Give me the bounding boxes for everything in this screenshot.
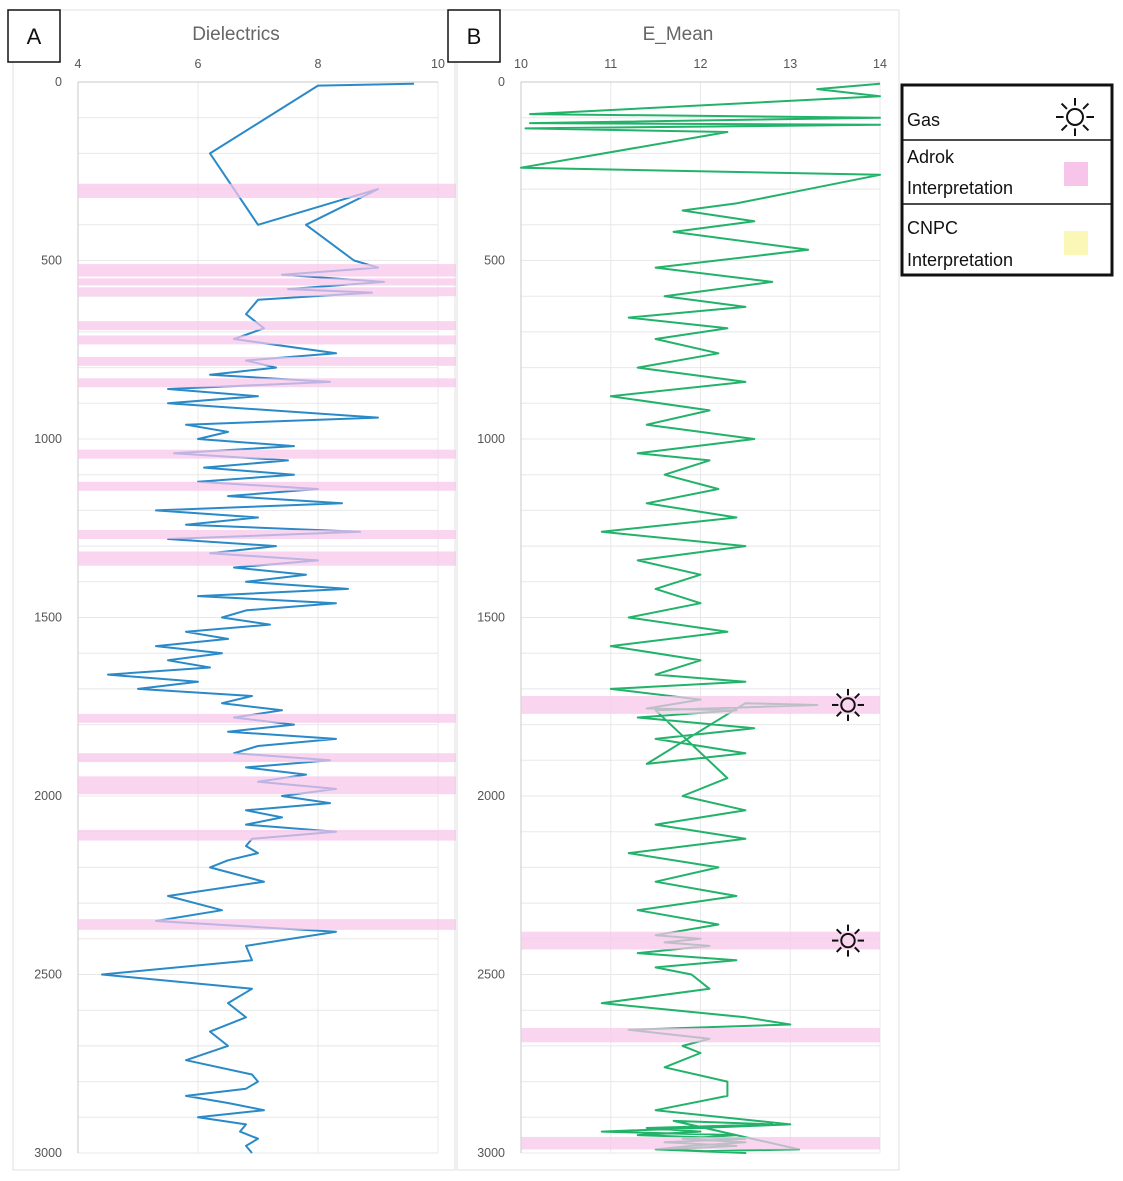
legend-cnpc-label: CNPC Interpretation — [907, 218, 1013, 270]
panel-b-y-tick-label: 2500 — [477, 968, 505, 982]
panel-a-x-tick-label: 6 — [195, 57, 202, 71]
panel-a-x-tick-label: 4 — [75, 57, 82, 71]
panel-b-adrok-band — [521, 931, 880, 950]
panel-a-adrok-band — [78, 449, 456, 459]
panel-b-y-tick-label: 1000 — [477, 432, 505, 446]
sun-ray — [835, 946, 842, 953]
panel-b-y-tick-label: 2000 — [477, 789, 505, 803]
sun-icon — [832, 924, 864, 957]
panel-b-adrok-band — [521, 1028, 880, 1043]
panel-b-title: E_Mean — [643, 24, 714, 45]
panel-b-x-tick-label: 11 — [604, 57, 617, 71]
sun-ray — [835, 711, 842, 717]
panel-a-title: Dielectrics — [192, 24, 280, 45]
legend-adrok-label: Adrok Interpretation — [907, 147, 1013, 198]
panel-b-x-tick-label: 14 — [873, 57, 887, 71]
panel-a-y-tick-label: 3000 — [34, 1146, 62, 1160]
panel-a-adrok-band — [78, 713, 456, 723]
legend-adrok-swatch — [1064, 162, 1088, 186]
panel-b-adrok-band — [521, 1136, 880, 1150]
panel-b-x-tick-label: 13 — [783, 57, 797, 71]
sun-ray — [1082, 124, 1090, 132]
panel-b-letter-box — [447, 9, 501, 63]
panel-b-y-tick-label: 500 — [484, 254, 505, 268]
sun-core — [840, 932, 856, 949]
svg-text:Interpretation: Interpretation — [907, 250, 1013, 270]
panel-a-adrok-band — [78, 551, 456, 566]
panel-a-x-tick-label: 8 — [315, 57, 322, 71]
panel-a-y-tick-label: 500 — [41, 254, 62, 268]
sun-core — [840, 697, 856, 713]
panel-a-letter: A — [27, 24, 42, 49]
panel-a-plot: 4 6 8 10 0 500 1000 1500 2000 2500 3000 — [34, 57, 456, 1160]
panel-b-x-tick-label: 10 — [514, 57, 528, 71]
panel-a-adrok-band — [78, 776, 456, 795]
panel-a-adrok-band — [78, 481, 456, 491]
svg-text:Interpretation: Interpretation — [907, 178, 1013, 198]
panel-b-y-tick-label: 1500 — [477, 611, 505, 625]
legend-gas-label: Gas — [907, 110, 940, 130]
svg-text:CNPC: CNPC — [907, 218, 958, 238]
panel-a-adrok-band — [78, 278, 456, 286]
panel-a-adrok-band — [78, 321, 456, 331]
sun-core — [1066, 108, 1084, 126]
svg-text:Adrok: Adrok — [907, 147, 955, 167]
panel-a-series-line — [101, 82, 415, 1154]
panel-a-adrok-band — [78, 183, 456, 199]
sun-ray — [835, 928, 842, 935]
sun-ray — [854, 928, 861, 935]
sun-icon — [832, 688, 864, 721]
sun-ray — [854, 711, 861, 717]
panel-b-plot: 10 11 12 13 14 0 500 1000 1500 2000 2500 3000 — [477, 57, 887, 1160]
panel-a-y-tick-label: 1500 — [34, 611, 62, 625]
panel-b-letter: B — [467, 24, 482, 49]
sun-ray — [854, 692, 861, 699]
panel-a-adrok-band — [78, 919, 456, 930]
sun-icon — [1056, 98, 1094, 136]
panel-a-adrok-band — [78, 753, 456, 763]
panel-a-y-tick-label: 2000 — [34, 789, 62, 803]
panel-a-frame — [12, 9, 456, 1171]
panel-a-adrok-band — [78, 335, 456, 345]
panel-a-x-tick-label: 10 — [431, 57, 445, 71]
sun-ray — [1060, 124, 1068, 132]
sun-icon — [1056, 98, 1094, 136]
legend: Gas Adrok Interpretation CNPC Interpreta… — [900, 83, 1114, 277]
panel-a-adrok-band — [78, 530, 456, 539]
panel-a-y-tick-label: 2500 — [34, 968, 62, 982]
panel-a-letter-box — [7, 9, 61, 63]
panel-b-frame — [456, 9, 900, 1171]
panel-a-y-tick-label: 1000 — [34, 432, 62, 446]
sun-ray — [1082, 102, 1090, 110]
panel-b-y-tick-label: 3000 — [477, 1146, 505, 1160]
panel-a-adrok-band — [78, 378, 456, 388]
panel-a-adrok-band — [78, 356, 456, 366]
panel-b-adrok-band — [521, 696, 880, 714]
panel-a-y-tick-label: 0 — [55, 75, 62, 89]
sun-ray — [1060, 102, 1068, 110]
panel-b-y-tick-label: 0 — [498, 75, 505, 89]
legend-cnpc-swatch — [1064, 231, 1088, 255]
panel-b-x-tick-label: 12 — [694, 57, 708, 71]
panel-a-adrok-band — [78, 287, 456, 297]
sun-ray — [854, 946, 861, 953]
panel-a-adrok-band — [78, 829, 456, 841]
panel-a-adrok-band — [78, 264, 456, 277]
panel-b-series-line — [520, 82, 881, 1154]
sun-ray — [835, 692, 842, 699]
